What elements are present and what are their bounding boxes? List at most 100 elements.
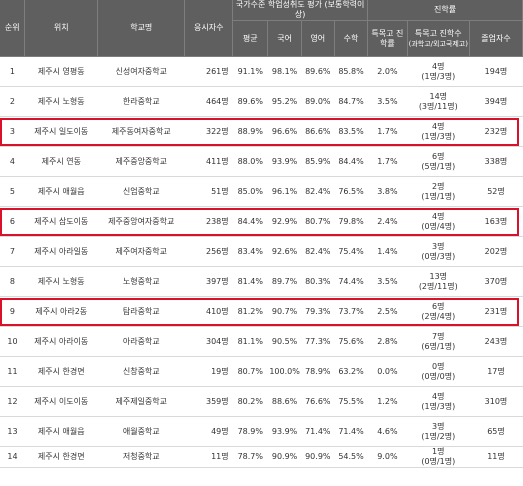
cell-school: 애월중학교 [97, 416, 185, 447]
cell-english: 79.3% [301, 296, 335, 327]
cell-english: 77.3% [301, 326, 335, 357]
cell-examinees: 261명 [184, 56, 233, 87]
cell-special-count: 4명 (1명/3명) [407, 116, 470, 147]
cell-school: 신성여자중학교 [97, 56, 185, 87]
table-row: 5 제주시 애월읍 신엄중학교 51명 85.0% 96.1% 82.4% 76.5% 3.8%… [0, 176, 523, 207]
cell-location: 제주시 애월읍 [24, 176, 98, 207]
cell-graduates: 231명 [469, 296, 523, 327]
header-graduates: 졸업자수 [469, 20, 523, 57]
cell-english: 89.0% [301, 86, 335, 117]
header-special-count-sub: (과학고/외고국제고) [408, 39, 468, 48]
cell-math: 54.5% [334, 446, 368, 468]
table-row: 11 제주시 한경면 신창중학교 19명 80.7% 100.0% 78.9% 63.2% 0.… [0, 356, 523, 387]
special-count-value: 4명 [432, 121, 445, 131]
special-count-value: 3명 [432, 241, 445, 251]
cell-rank: 8 [0, 266, 25, 297]
header-avg: 평균 [232, 20, 269, 57]
special-count-detail: (3명/11명) [418, 101, 458, 111]
cell-special-rate: 0.0% [367, 356, 408, 387]
special-count-detail: (0명/0명) [421, 371, 456, 381]
special-count-value: 14명 [429, 91, 448, 101]
cell-location: 제주시 한경면 [24, 446, 98, 468]
cell-rank: 2 [0, 86, 25, 117]
cell-examinees: 322명 [184, 116, 233, 147]
table-row: 13 제주시 애월읍 애월중학교 49명 78.9% 93.9% 71.4% 71.4% 4.6… [0, 416, 523, 447]
special-count-value: 1명 [432, 447, 445, 456]
cell-english: 80.7% [301, 206, 335, 237]
cell-graduates: 163명 [469, 206, 523, 237]
table-row: 7 제주시 아라일동 제주여자중학교 256명 83.4% 92.6% 82.4% 75.4%… [0, 236, 523, 267]
cell-school: 제주제일중학교 [97, 386, 185, 417]
cell-korean: 89.7% [267, 266, 302, 297]
cell-math: 83.5% [334, 116, 368, 147]
cell-math: 74.4% [334, 266, 368, 297]
cell-math: 85.8% [334, 56, 368, 87]
cell-graduates: 17명 [469, 356, 523, 387]
special-count-detail: (1명/3명) [421, 71, 456, 81]
cell-special-rate: 1.4% [367, 236, 408, 267]
cell-graduates: 243명 [469, 326, 523, 357]
cell-location: 제주시 영평동 [24, 56, 98, 87]
cell-korean: 96.6% [267, 116, 302, 147]
cell-math: 71.4% [334, 416, 368, 447]
cell-graduates: 194명 [469, 56, 523, 87]
cell-location: 제주시 노형동 [24, 266, 98, 297]
cell-school: 노형중학교 [97, 266, 185, 297]
header-assessment-group: 국가수준 학업성취도 평가 (보통학력이상) [232, 0, 369, 21]
table-row: 9 제주시 아라2동 탐라중학교 410명 81.2% 90.7% 79.3% 73.7% 2.… [0, 296, 523, 327]
cell-korean: 92.9% [267, 206, 302, 237]
cell-math: 75.6% [334, 326, 368, 357]
cell-school: 제주중앙중학교 [97, 146, 185, 177]
cell-school: 신창중학교 [97, 356, 185, 387]
table-row: 3 제주시 일도이동 제주동여자중학교 322명 88.9% 96.6% 86.6% 83.5… [0, 116, 523, 147]
special-count-value: 4명 [432, 211, 445, 221]
cell-special-rate: 3.5% [367, 266, 408, 297]
cell-korean: 93.9% [267, 146, 302, 177]
cell-special-count: 4명 (1명/3명) [407, 386, 470, 417]
cell-special-rate: 9.0% [367, 446, 408, 468]
special-count-detail: (6명/1명) [421, 341, 456, 351]
cell-graduates: 11명 [469, 446, 523, 468]
cell-special-count: 4명 (1명/3명) [407, 56, 470, 87]
cell-special-count: 4명 (0명/4명) [407, 206, 470, 237]
header-korean: 국어 [267, 20, 302, 57]
cell-examinees: 238명 [184, 206, 233, 237]
highlight-box [0, 298, 519, 326]
cell-math: 73.7% [334, 296, 368, 327]
highlight-box [0, 118, 519, 146]
cell-location: 제주시 이도이동 [24, 386, 98, 417]
special-count-detail: (1명/3명) [421, 401, 456, 411]
cell-avg: 83.4% [232, 236, 268, 267]
cell-english: 71.4% [301, 416, 335, 447]
cell-rank: 14 [0, 446, 25, 468]
special-count-value: 4명 [432, 391, 445, 401]
cell-rank: 5 [0, 176, 25, 207]
special-count-detail: (1명/1명) [421, 191, 456, 201]
cell-examinees: 19명 [184, 356, 233, 387]
header-english: 영어 [301, 20, 335, 57]
cell-avg: 85.0% [232, 176, 268, 207]
cell-math: 75.5% [334, 386, 368, 417]
cell-location: 제주시 아라2동 [24, 296, 98, 327]
cell-graduates: 394명 [469, 86, 523, 117]
cell-location: 제주시 아라일동 [24, 236, 98, 267]
cell-school: 제주중앙여자중학교 [97, 206, 185, 237]
header-special-rate: 특목고 진학률 [367, 20, 408, 57]
cell-math: 63.2% [334, 356, 368, 387]
cell-examinees: 397명 [184, 266, 233, 297]
cell-rank: 6 [0, 206, 25, 237]
header-math: 수학 [334, 20, 369, 57]
table-row: 14 제주시 한경면 저청중학교 11명 78.7% 90.9% 90.9% 54.5% 9.0… [0, 446, 523, 468]
cell-special-rate: 1.2% [367, 386, 408, 417]
cell-special-rate: 2.0% [367, 56, 408, 87]
cell-rank: 10 [0, 326, 25, 357]
cell-school: 탐라중학교 [97, 296, 185, 327]
cell-school: 제주동여자중학교 [97, 116, 185, 147]
cell-graduates: 338명 [469, 146, 523, 177]
header-location: 위치 [24, 0, 99, 57]
cell-special-count: 2명 (1명/1명) [407, 176, 470, 207]
cell-graduates: 310명 [469, 386, 523, 417]
table-row: 2 제주시 노형동 한라중학교 464명 89.6% 95.2% 89.0% 84.7% 3.5… [0, 86, 523, 117]
special-count-detail: (1명/3명) [421, 131, 456, 141]
cell-avg: 78.7% [232, 446, 268, 468]
